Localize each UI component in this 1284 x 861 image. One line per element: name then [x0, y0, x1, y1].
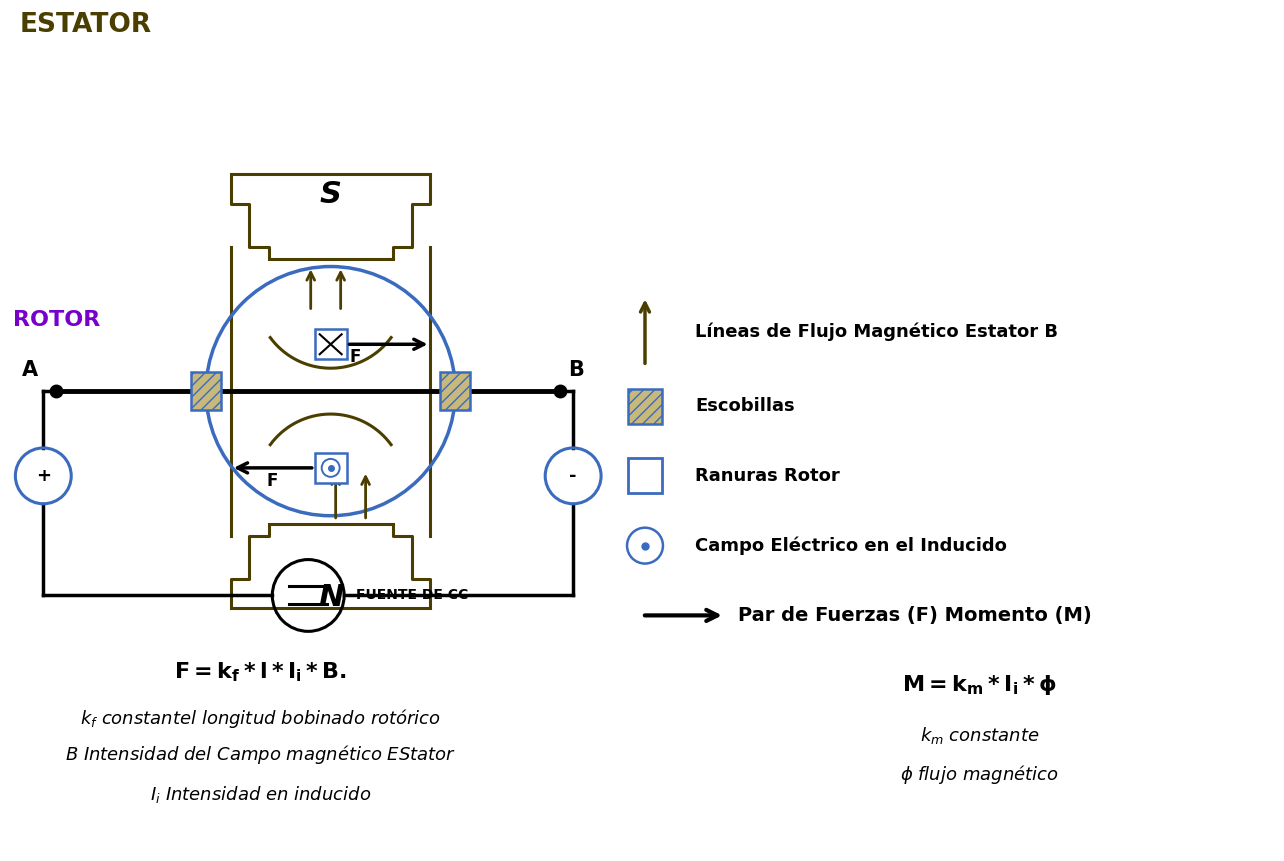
Text: F: F	[267, 472, 279, 490]
Text: $I_i$ Intensidad en inducido: $I_i$ Intensidad en inducido	[150, 784, 371, 805]
Bar	[628, 388, 663, 424]
Bar	[628, 458, 663, 493]
Text: $\mathbf{M = k_m * I_i * \phi}$: $\mathbf{M = k_m * I_i * \phi}$	[901, 673, 1057, 697]
Text: N: N	[318, 583, 343, 612]
Text: $\mathbf{F = k_f * l * I_i * B.}$: $\mathbf{F = k_f * l * I_i * B.}$	[175, 660, 347, 684]
Bar	[191, 372, 221, 410]
Text: F: F	[349, 348, 361, 366]
Text: $\phi$ flujo magnético: $\phi$ flujo magnético	[900, 764, 1058, 786]
Text: Ranuras Rotor: Ranuras Rotor	[695, 467, 840, 485]
Bar	[315, 453, 347, 483]
Text: S: S	[320, 180, 342, 209]
Text: Par de Fuerzas (F) Momento (M): Par de Fuerzas (F) Momento (M)	[738, 606, 1091, 625]
Text: B: B	[568, 360, 584, 381]
Bar	[440, 372, 470, 410]
Text: Líneas de Flujo Magnético Estator B: Líneas de Flujo Magnético Estator B	[695, 322, 1058, 341]
Text: ROTOR: ROTOR	[13, 310, 100, 331]
Text: FUENTE DE CC: FUENTE DE CC	[356, 588, 469, 603]
Text: Escobillas: Escobillas	[695, 397, 795, 415]
Text: +: +	[36, 467, 51, 485]
Text: A: A	[22, 360, 39, 381]
Text: $k_m$ constante: $k_m$ constante	[919, 724, 1039, 746]
Text: -: -	[569, 467, 577, 485]
Text: ESTATOR: ESTATOR	[19, 12, 152, 38]
Text: Campo Eléctrico en el Inducido: Campo Eléctrico en el Inducido	[695, 536, 1007, 554]
Bar	[315, 329, 347, 359]
Text: $k_f$ constantel longitud bobinado rotórico: $k_f$ constantel longitud bobinado rotór…	[81, 707, 442, 729]
Text: $B$ Intensidad del Campo magnético EStator: $B$ Intensidad del Campo magnético EStat…	[65, 743, 457, 766]
